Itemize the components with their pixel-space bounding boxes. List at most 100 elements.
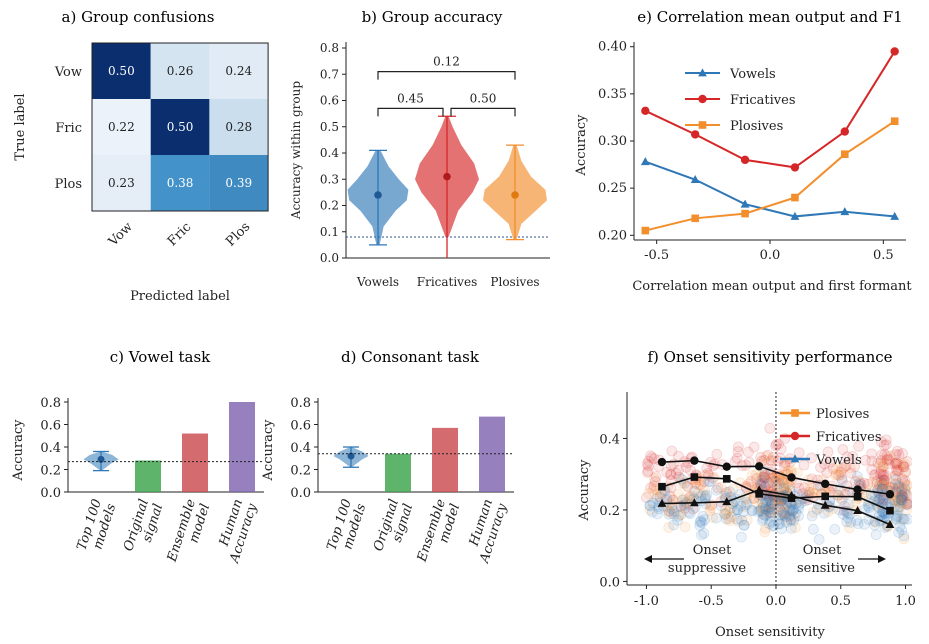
scatter-point	[763, 506, 775, 518]
scatter-point	[645, 450, 656, 462]
scatter-point	[754, 505, 766, 516]
scatter-point	[649, 473, 660, 485]
series-line	[644, 160, 895, 218]
y-tick-label: 0.5	[320, 120, 339, 134]
scatter-point	[876, 509, 888, 521]
scatter-point	[899, 458, 911, 470]
scatter-point	[760, 496, 772, 508]
scatter-point	[663, 522, 675, 533]
y-tick-label: 0.0	[290, 486, 311, 501]
scatter-point	[892, 503, 904, 515]
scatter-point	[895, 513, 907, 525]
panel-f-title: f) Onset sensitivity performance	[647, 348, 892, 366]
panel-d: d) Consonant task 0.0 0.2 0.4 0.6 0.8 Accuracy…	[261, 348, 514, 566]
scatter-point	[732, 516, 744, 527]
violin-category: Fricatives	[417, 275, 477, 289]
bar-category-label: Ensemblemodel	[164, 497, 213, 569]
scatter-point	[675, 501, 687, 512]
scatter-point	[779, 508, 791, 519]
scatter-point	[683, 506, 695, 518]
scatter-point	[649, 476, 661, 487]
annotation-right-line1: Onset	[803, 543, 842, 558]
scatter-point	[889, 458, 901, 470]
series-point	[641, 226, 650, 235]
scatter-point	[651, 491, 663, 502]
scatter-point	[891, 445, 903, 457]
scatter-point	[757, 508, 769, 520]
scatter-point	[759, 469, 771, 481]
scatter-point	[901, 499, 912, 510]
violin-category: Plosives	[490, 275, 539, 289]
scatter-point	[672, 514, 684, 526]
series-point	[890, 117, 899, 125]
scatter-point	[878, 475, 889, 486]
scatter-point	[647, 497, 659, 509]
scatter-point	[725, 502, 737, 514]
y-tick-label: 0.6	[320, 94, 339, 108]
scatter-point	[898, 530, 910, 542]
scatter-point	[785, 523, 797, 534]
mean-line	[661, 459, 891, 496]
bar-ylabel: Accuracy	[11, 419, 26, 482]
scatter-point	[736, 514, 747, 526]
scatter-point	[731, 513, 743, 525]
violin-category: Vowels	[356, 275, 399, 289]
scatter-point	[793, 447, 805, 459]
heatmap-col-label: Vow	[105, 220, 136, 251]
x-tick-label: 1.0	[895, 594, 916, 609]
mean-point	[853, 506, 862, 515]
scatter-point	[881, 454, 893, 466]
legend-label: Vowels	[815, 453, 862, 468]
scatter-point	[780, 499, 792, 511]
series-point	[690, 175, 700, 184]
scatter-point	[896, 524, 908, 536]
scatter-point	[803, 484, 815, 495]
scatter-point	[891, 459, 903, 471]
scatter-point	[758, 455, 770, 466]
panel-b: b) Group accuracy 0.0 0.1 0.2 0.3 0.4 0.5 0.6 0.…	[289, 8, 550, 289]
scatter-point	[890, 495, 902, 507]
mean-point	[820, 500, 830, 509]
panel-c: c) Vowel task 0.0 0.2 0.4 0.6 0.8 Accuracy Top …	[11, 348, 264, 569]
series-point	[691, 214, 699, 223]
scatter-point	[835, 469, 847, 481]
scatter-point	[781, 516, 792, 528]
scatter-point	[668, 508, 680, 520]
scatter-point	[696, 517, 708, 529]
scatter-point	[897, 459, 909, 471]
scatter-point	[894, 520, 906, 532]
scatter-point	[806, 510, 818, 522]
scatter-point	[838, 462, 850, 473]
scatter-point	[694, 519, 706, 531]
scatter-point	[893, 495, 904, 507]
significance-label: 0.50	[470, 91, 497, 105]
scatter-point	[874, 468, 886, 480]
scatter-point	[900, 480, 912, 492]
scatter-point	[756, 502, 767, 514]
scatter-point	[774, 481, 785, 493]
scatter-point	[789, 511, 800, 523]
mean-point	[821, 492, 830, 501]
scatter-point	[755, 451, 767, 463]
scatter-point	[815, 462, 826, 473]
scatter-point	[646, 452, 658, 464]
scatter-point	[875, 455, 887, 467]
scatter-point	[684, 508, 696, 520]
scatter-point	[700, 498, 712, 510]
scatter-point	[847, 451, 859, 462]
scatter-point	[764, 507, 776, 519]
scatter-point	[876, 459, 888, 471]
legend-marker	[698, 68, 707, 77]
scatter-point	[899, 475, 911, 487]
mean-point	[722, 497, 732, 506]
scatter-point	[700, 490, 711, 502]
y-tick-label: 0.0	[320, 251, 339, 265]
scatter-point	[732, 446, 744, 458]
scatter-point	[666, 445, 678, 457]
y-tick-label: 0.0	[40, 486, 61, 501]
scatter-point	[695, 490, 707, 502]
scatter-point	[891, 457, 902, 469]
heatmap-col-label: Plos	[223, 220, 253, 250]
scatter-point	[896, 485, 907, 497]
scatter-point	[687, 490, 699, 502]
